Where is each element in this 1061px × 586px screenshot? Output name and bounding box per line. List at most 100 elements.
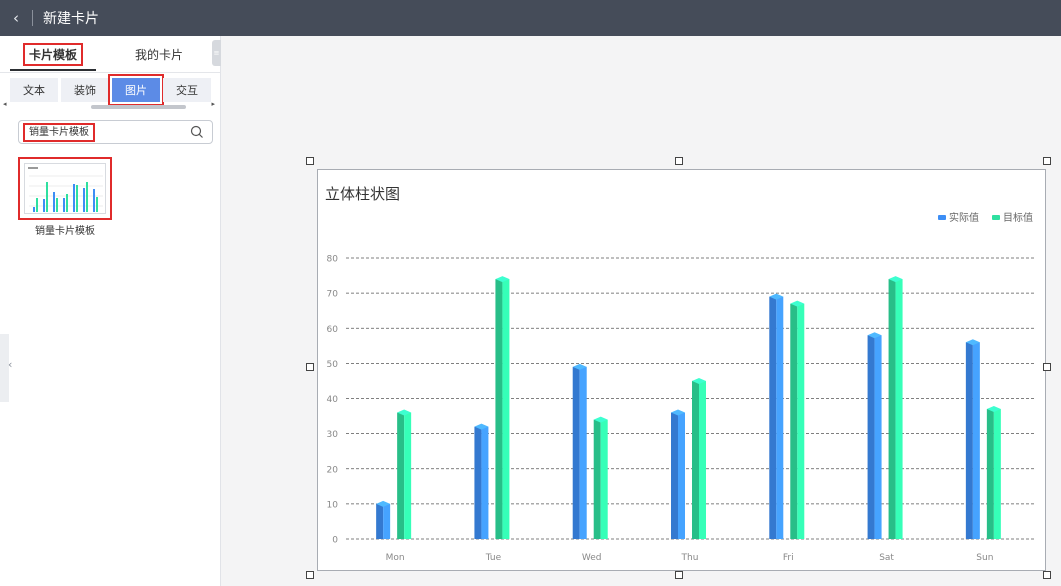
bar-target-left-face bbox=[692, 380, 699, 539]
bar-target-left-face bbox=[790, 303, 798, 539]
bar-target-right-face bbox=[502, 279, 510, 539]
bar-target-right-face bbox=[699, 380, 706, 539]
resize-handle-top-center[interactable] bbox=[675, 157, 683, 165]
bar-target-top-cap bbox=[495, 276, 510, 283]
bar-target-right-face bbox=[404, 412, 412, 539]
bar-actual-right-face bbox=[678, 412, 685, 539]
x-tick-label: Mon bbox=[386, 553, 405, 563]
sub-tab-decoration[interactable]: 装饰 bbox=[61, 78, 109, 102]
bar-target-left-face bbox=[593, 419, 601, 539]
header-divider bbox=[32, 10, 33, 26]
sidebar-tabs: 卡片模板 我的卡片 ≡ bbox=[0, 36, 221, 72]
tabs-divider bbox=[0, 72, 220, 73]
x-tick-label: Fri bbox=[783, 553, 794, 563]
resize-handle-top-right[interactable] bbox=[1043, 157, 1051, 165]
chart-title: 立体柱状图 bbox=[325, 185, 400, 203]
tab-card-templates[interactable]: 卡片模板 bbox=[0, 36, 106, 72]
y-tick-label: 60 bbox=[327, 325, 339, 335]
bar-actual-left-face bbox=[474, 426, 482, 539]
legend-label-1: 实际值 bbox=[949, 211, 979, 224]
bar-target-right-face bbox=[895, 279, 903, 539]
chevron-left-icon: ‹ bbox=[13, 9, 19, 27]
bar-actual-left-face bbox=[572, 366, 580, 539]
y-tick-label: 40 bbox=[327, 395, 339, 405]
bar-target-top-cap bbox=[888, 276, 903, 283]
bar-target-top-cap bbox=[397, 409, 412, 416]
x-tick-label: Tue bbox=[485, 553, 502, 563]
search-icon[interactable] bbox=[190, 125, 204, 139]
page-title: 新建卡片 bbox=[43, 11, 99, 27]
bar-actual-left-face bbox=[965, 342, 973, 539]
sub-tab-interaction[interactable]: 交互 bbox=[163, 78, 211, 102]
bar-actual-right-face bbox=[972, 342, 980, 539]
legend-label-2: 目标值 bbox=[1003, 211, 1033, 224]
tab-label: 卡片模板 bbox=[22, 42, 83, 66]
bar-target-left-face bbox=[397, 412, 405, 539]
bar-target-top-cap bbox=[790, 300, 805, 307]
bar-target-right-face bbox=[993, 409, 1001, 539]
bar-actual-right-face bbox=[776, 296, 784, 539]
bar-target-right-face bbox=[797, 303, 805, 539]
menu-icon: ≡ bbox=[213, 49, 220, 57]
bar-actual-left-face bbox=[769, 296, 777, 539]
tab-label: 我的卡片 bbox=[134, 47, 183, 62]
bar-target-top-cap bbox=[692, 377, 706, 384]
resize-handle-middle-right[interactable] bbox=[1043, 363, 1051, 371]
bar-actual-right-face bbox=[481, 426, 489, 539]
bar-target-left-face bbox=[986, 409, 994, 539]
sub-tab-image[interactable]: 图片 bbox=[108, 74, 164, 106]
scroll-left-icon[interactable]: ◂ bbox=[3, 100, 7, 108]
bar-actual-left-face bbox=[376, 503, 384, 539]
template-thumbnail-sales-card[interactable] bbox=[18, 157, 112, 220]
bar-actual-right-face bbox=[579, 366, 587, 539]
x-tick-label: Thu bbox=[681, 553, 699, 563]
tab-my-cards[interactable]: 我的卡片 bbox=[106, 36, 212, 72]
bar-actual-left-face bbox=[867, 335, 875, 539]
y-tick-label: 80 bbox=[327, 255, 339, 265]
bar-target-top-cap bbox=[593, 416, 608, 423]
resize-handle-bottom-left[interactable] bbox=[306, 571, 314, 579]
bar-actual-top-cap bbox=[572, 363, 587, 370]
bar-target-left-face bbox=[888, 279, 896, 539]
template-name: 销量卡片模板 bbox=[35, 226, 95, 237]
bar-actual-top-cap bbox=[671, 409, 685, 416]
bar-target-top-cap bbox=[986, 406, 1001, 413]
bar-actual-right-face bbox=[383, 503, 391, 539]
y-tick-label: 10 bbox=[327, 500, 339, 510]
legend-swatch-1 bbox=[938, 215, 946, 220]
back-button[interactable]: ‹ bbox=[0, 0, 32, 36]
expand-panel-icon[interactable]: ‹ bbox=[8, 358, 13, 371]
search-value: 销量卡片模板 bbox=[23, 122, 95, 142]
side-expand-strip bbox=[0, 334, 9, 402]
template-preview-image bbox=[24, 163, 106, 214]
active-tab-indicator bbox=[10, 69, 96, 71]
y-tick-label: 50 bbox=[327, 360, 339, 370]
chart-card[interactable]: 立体柱状图 实际值 目标值 0 10 20 30 40 50 60 70 80 Mon Tue Wed Thu… bbox=[317, 169, 1046, 571]
x-tick-label: Sun bbox=[976, 553, 993, 563]
bar-actual-top-cap bbox=[376, 500, 391, 507]
sub-tab-text[interactable]: 文本 bbox=[10, 78, 58, 102]
resize-handle-bottom-right[interactable] bbox=[1043, 571, 1051, 579]
bar-actual-top-cap bbox=[769, 293, 784, 300]
legend-swatch-2 bbox=[992, 215, 1000, 220]
scrollbar-thumb[interactable] bbox=[91, 105, 186, 109]
bar-target-right-face bbox=[600, 419, 608, 539]
sub-tabs-scrollbar[interactable]: ◂ ▸ bbox=[3, 100, 215, 110]
y-tick-label: 0 bbox=[332, 536, 338, 546]
template-sidebar: 卡片模板 我的卡片 ≡ 文本 装饰 图片 交互 ◂ ▸ 销量卡片模板 bbox=[0, 36, 221, 586]
bar-actual-top-cap bbox=[965, 339, 980, 346]
resize-handle-top-left[interactable] bbox=[306, 157, 314, 165]
template-search-input[interactable]: 销量卡片模板 bbox=[18, 120, 213, 144]
top-bar: ‹ 新建卡片 bbox=[0, 0, 1061, 36]
y-tick-label: 30 bbox=[327, 430, 339, 440]
y-tick-label: 70 bbox=[327, 290, 339, 300]
bar-actual-right-face bbox=[874, 335, 882, 539]
resize-handle-middle-left[interactable] bbox=[306, 363, 314, 371]
scroll-right-icon[interactable]: ▸ bbox=[211, 100, 215, 108]
resize-handle-bottom-center[interactable] bbox=[675, 571, 683, 579]
bar-actual-top-cap bbox=[867, 332, 882, 339]
bar-actual-top-cap bbox=[474, 423, 489, 430]
x-tick-label: Sat bbox=[879, 553, 894, 563]
sidebar-collapse-handle[interactable]: ≡ bbox=[212, 40, 221, 66]
